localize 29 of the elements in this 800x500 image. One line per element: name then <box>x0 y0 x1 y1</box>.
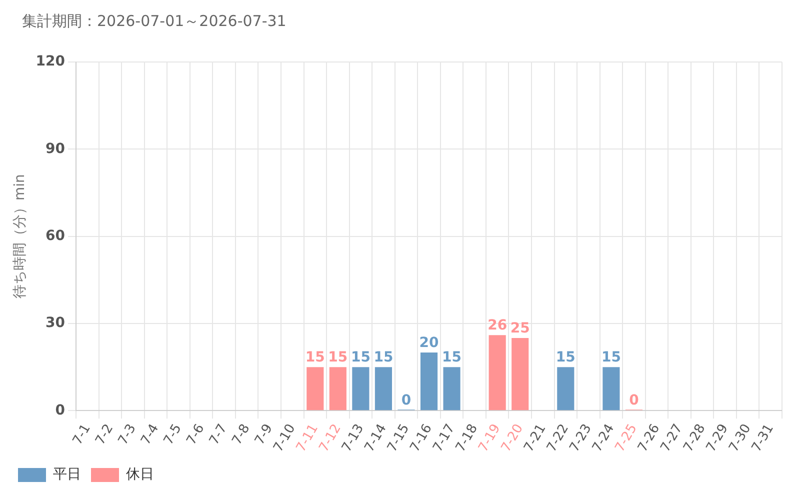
x-tick-label: 7-3 <box>116 422 140 448</box>
data-label: 15 <box>350 350 370 366</box>
x-tick-label: 7-5 <box>161 422 185 448</box>
x-tick-label: 7-8 <box>230 422 254 448</box>
data-label: 25 <box>510 320 530 337</box>
x-tick-label: 7-4 <box>138 422 162 448</box>
y-axis-title: 待ち時間（分）min <box>12 174 28 299</box>
data-label: 0 <box>401 392 412 408</box>
y-tick-label: 0 <box>55 402 66 418</box>
y-tick-label: 30 <box>46 315 66 332</box>
x-tick-label: 7-6 <box>184 422 208 448</box>
data-label: 26 <box>488 318 508 334</box>
y-tick-label: 90 <box>46 140 66 157</box>
chart-title: 集計期間：2026-07-01～2026-07-31 <box>21 11 288 32</box>
data-label: 15 <box>442 350 462 366</box>
legend-label: 休日 <box>126 466 154 483</box>
data-label: 15 <box>556 350 576 366</box>
legend-label: 平日 <box>53 466 81 483</box>
data-label: 15 <box>374 350 394 366</box>
y-tick-label: 60 <box>46 228 66 244</box>
x-tick-label: 7-1 <box>70 422 94 448</box>
x-tick-label: 7-7 <box>206 422 230 448</box>
data-label: 15 <box>305 350 325 366</box>
data-label: 15 <box>328 350 348 366</box>
y-tick-label: 120 <box>36 54 66 70</box>
data-label: 20 <box>419 335 440 352</box>
x-tick-label: 7-2 <box>92 422 117 448</box>
data-label: 15 <box>601 350 621 366</box>
data-label: 0 <box>629 392 640 408</box>
